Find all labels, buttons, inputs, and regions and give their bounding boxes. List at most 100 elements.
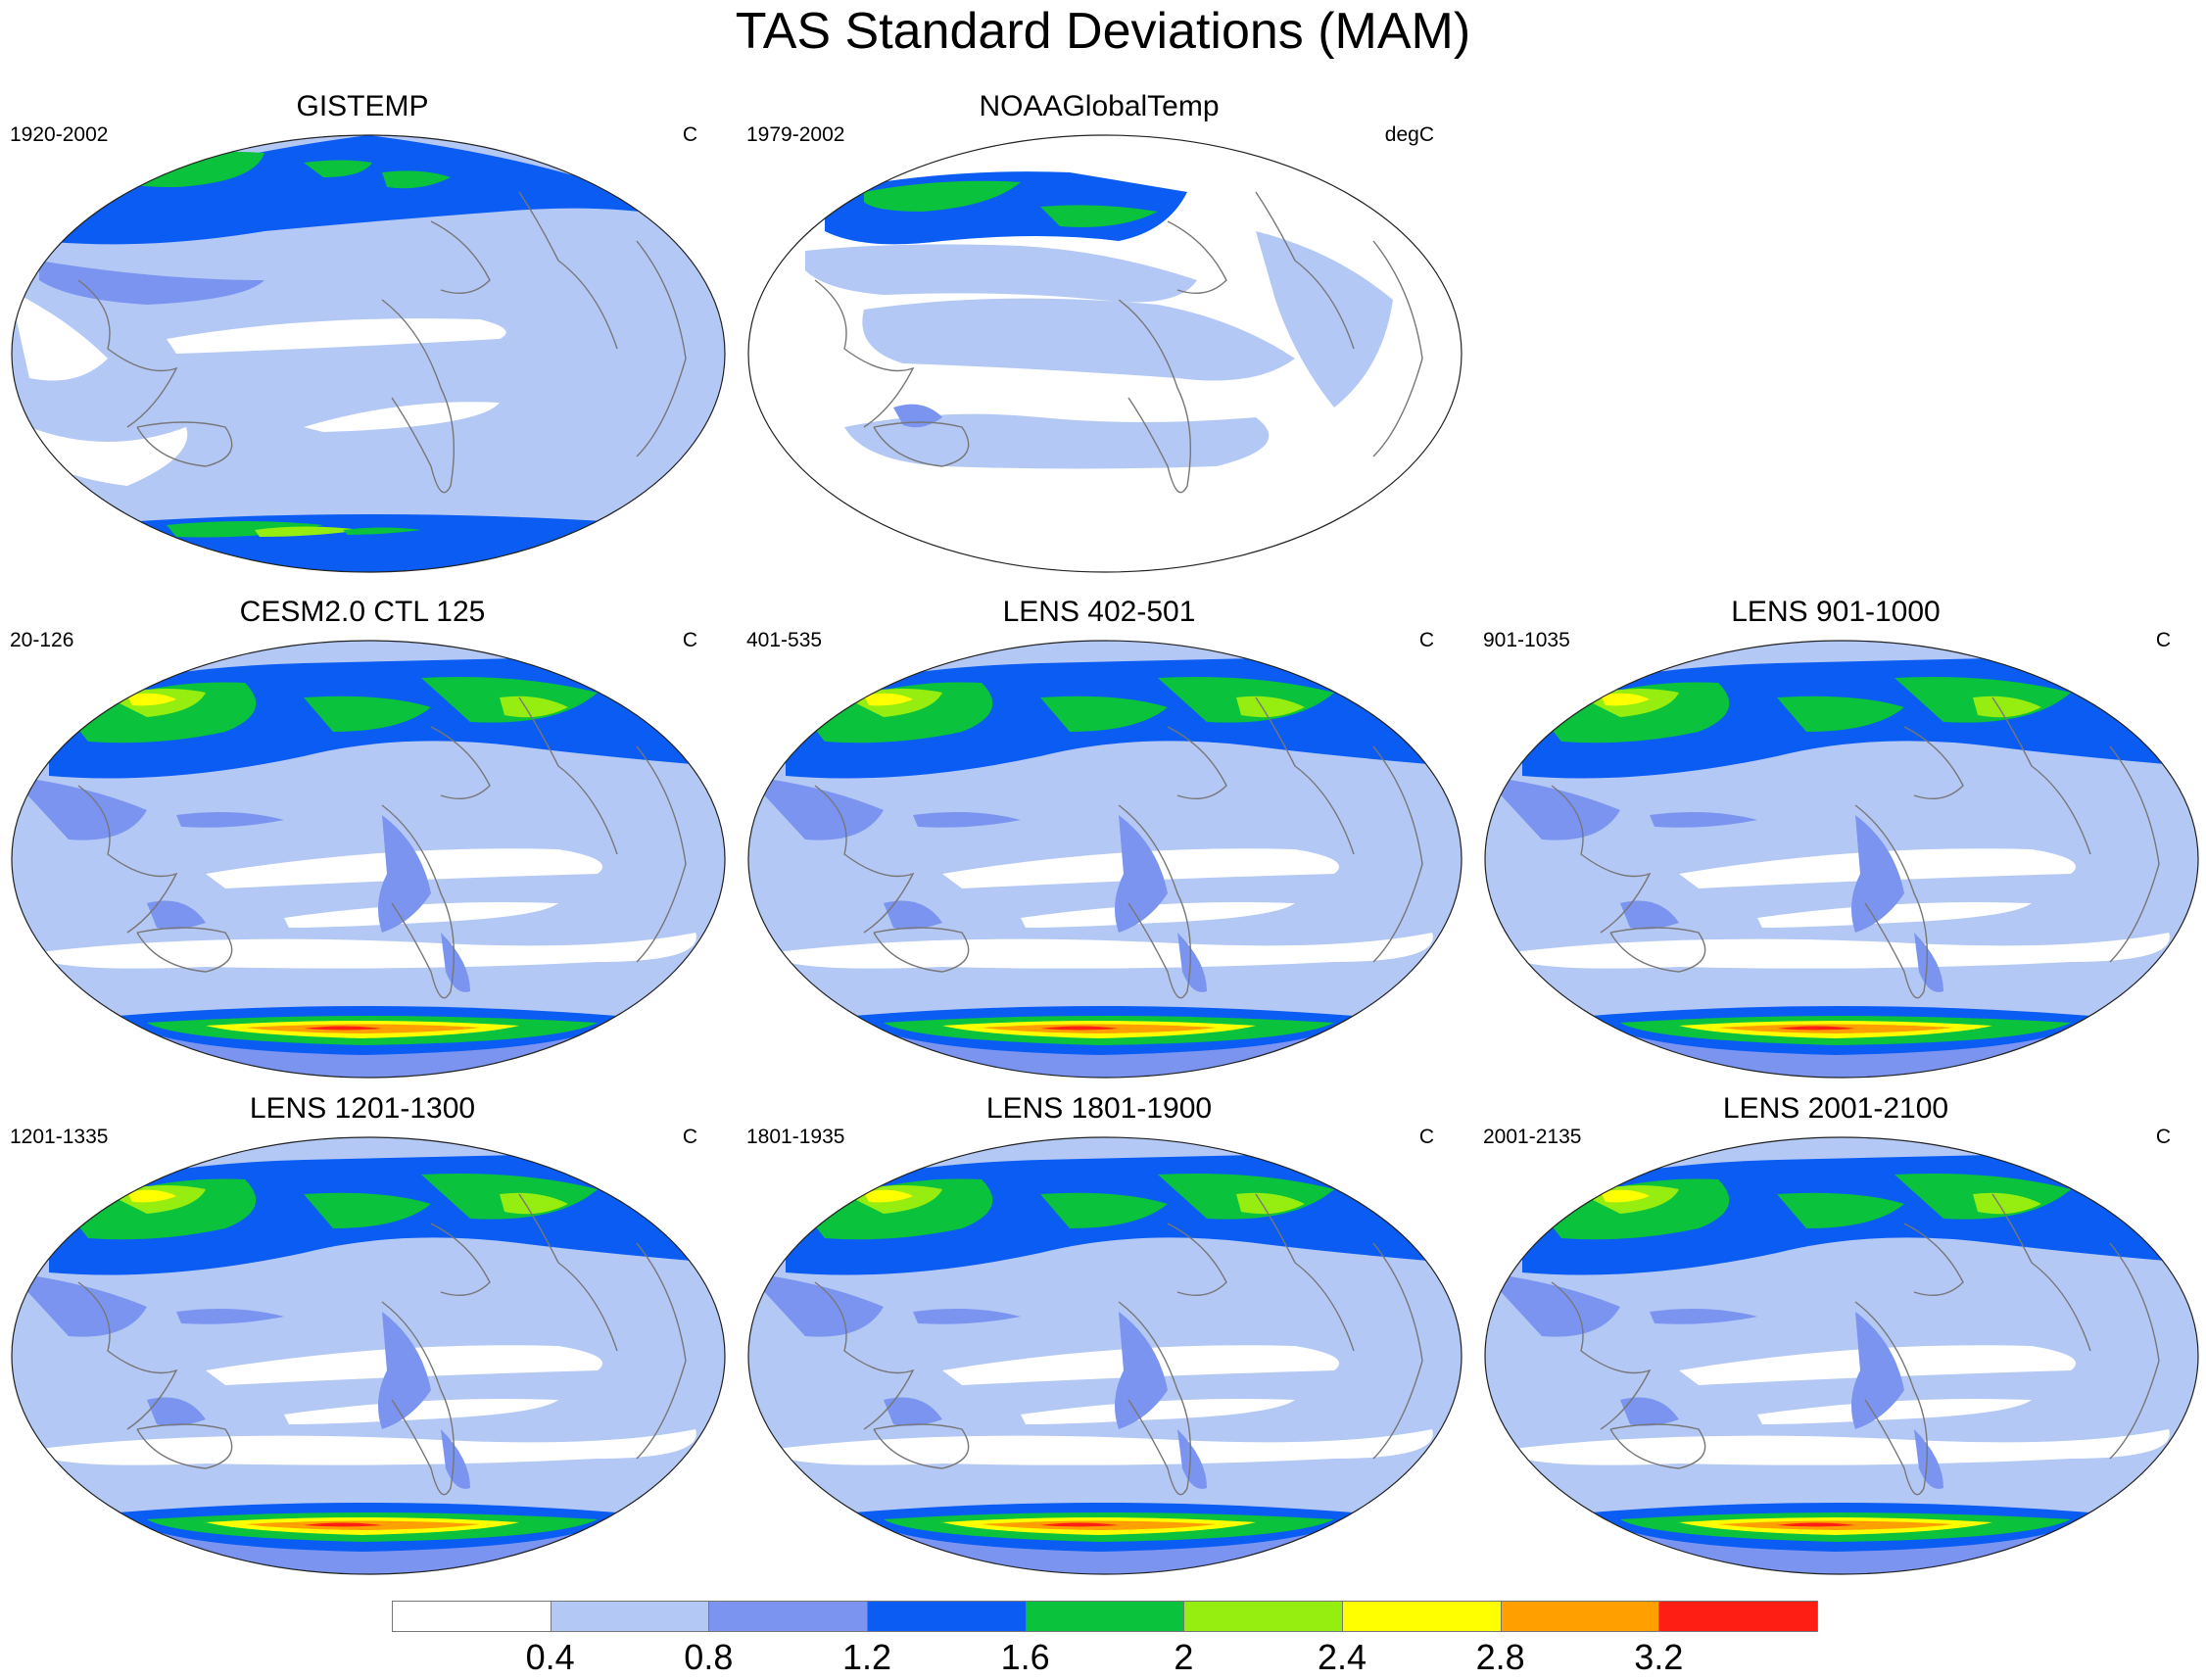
std-contour-region bbox=[284, 902, 558, 928]
std-contour-region bbox=[108, 514, 637, 572]
std-contour-region bbox=[1236, 696, 1305, 718]
panel-units: degC bbox=[1384, 123, 1434, 146]
std-contour-region bbox=[1512, 1429, 2170, 1465]
std-fields bbox=[12, 641, 725, 1078]
coastlines bbox=[1551, 696, 2160, 999]
panel-title: LENS 2001-2100 bbox=[1722, 1092, 1949, 1125]
std-contour-region bbox=[805, 244, 1197, 303]
panel-period: 20-126 bbox=[10, 629, 74, 651]
panel-units: C bbox=[1418, 629, 1434, 651]
std-contour-region bbox=[39, 135, 695, 245]
colorbar-tick-label: 1.6 bbox=[1000, 1637, 1050, 1677]
map-obs1 bbox=[11, 134, 726, 573]
map-model bbox=[1484, 1136, 2199, 1575]
std-fields bbox=[12, 135, 725, 572]
std-contour-region bbox=[1040, 205, 1158, 227]
panel-title: LENS 1201-1300 bbox=[249, 1092, 476, 1125]
std-contour-region bbox=[1914, 1429, 1943, 1489]
std-contour-region bbox=[167, 521, 323, 538]
std-contour-region bbox=[304, 696, 431, 732]
std-contour-region bbox=[127, 1189, 176, 1203]
std-contour-region bbox=[1021, 902, 1295, 928]
std-contour-region bbox=[12, 1282, 101, 1380]
std-contour-region bbox=[284, 1399, 558, 1424]
std-contour-region bbox=[147, 900, 206, 930]
colorbar-swatch bbox=[550, 1601, 710, 1632]
std-contour-region bbox=[304, 160, 372, 177]
panel-title: LENS 402-501 bbox=[1002, 596, 1196, 628]
std-contour-region bbox=[1256, 231, 1393, 408]
std-contour-region bbox=[1115, 815, 1168, 933]
std-contour-region bbox=[1236, 1192, 1305, 1215]
std-contour-region bbox=[127, 693, 176, 706]
std-contour-region bbox=[748, 776, 884, 840]
map-model bbox=[747, 1136, 1463, 1575]
coastlines bbox=[814, 696, 1423, 999]
panel-title: LENS 1801-1900 bbox=[985, 1092, 1213, 1125]
std-contour-region bbox=[1040, 1026, 1119, 1031]
std-contour-region bbox=[864, 180, 1021, 212]
std-contour-region bbox=[864, 1189, 913, 1203]
std-contour-region bbox=[378, 1312, 431, 1429]
map-panel: LENS 1801-1900 1801-1935 C bbox=[737, 1092, 1463, 1582]
std-contour-region bbox=[1177, 933, 1207, 992]
std-contour-region bbox=[12, 135, 725, 572]
std-contour-region bbox=[1620, 900, 1679, 930]
colorbar-swatch bbox=[1183, 1601, 1343, 1632]
std-contour-region bbox=[1177, 1429, 1207, 1489]
std-contour-region bbox=[304, 402, 500, 432]
std-contour-region bbox=[862, 298, 1295, 381]
std-contour-region bbox=[1485, 776, 1620, 840]
map-panel: LENS 402-501 401-535 C bbox=[737, 596, 1463, 1085]
std-contour-region bbox=[748, 1282, 838, 1380]
std-fields bbox=[12, 1137, 725, 1574]
std-contour-region bbox=[1973, 1192, 2041, 1215]
std-contour-region bbox=[343, 527, 421, 535]
std-contour-region bbox=[1040, 1522, 1119, 1527]
std-contour-region bbox=[39, 1429, 696, 1465]
coastlines bbox=[77, 696, 687, 999]
std-contour-region bbox=[1914, 933, 1943, 992]
std-contour-region bbox=[255, 526, 362, 537]
std-contour-region bbox=[748, 1272, 884, 1337]
std-contour-region bbox=[12, 290, 108, 381]
std-contour-region bbox=[1512, 933, 2170, 969]
panel-period: 1920-2002 bbox=[10, 123, 109, 146]
map-model bbox=[11, 640, 726, 1079]
panel-units: C bbox=[682, 123, 697, 146]
std-contour-region bbox=[304, 1192, 431, 1228]
std-contour-region bbox=[1851, 1312, 1904, 1429]
std-fields bbox=[1485, 641, 2198, 1078]
std-contour-region bbox=[441, 1429, 470, 1489]
std-contour-region bbox=[1485, 1282, 1574, 1380]
std-contour-region bbox=[913, 1308, 1021, 1324]
map-panel: CESM2.0 CTL 125 20-126 C bbox=[0, 596, 726, 1085]
std-contour-region bbox=[382, 170, 451, 189]
std-contour-region bbox=[1650, 1308, 1757, 1324]
colorbar-tick-label: 2.8 bbox=[1475, 1637, 1525, 1677]
std-contour-region bbox=[913, 811, 1021, 828]
map-model bbox=[11, 1136, 726, 1575]
panel-units: C bbox=[2155, 1126, 2171, 1148]
std-contour-region bbox=[748, 786, 838, 884]
std-contour-region bbox=[304, 1522, 382, 1527]
std-contour-region bbox=[1021, 1399, 1295, 1424]
std-contour-region bbox=[12, 786, 101, 884]
colorbar-swatch bbox=[1500, 1601, 1660, 1632]
panel-units: C bbox=[682, 629, 697, 651]
std-contour-region bbox=[500, 1192, 568, 1215]
std-contour-region bbox=[1040, 696, 1168, 732]
std-contour-region bbox=[864, 693, 913, 706]
panel-title: GISTEMP bbox=[296, 90, 429, 122]
std-contour-region bbox=[1115, 1312, 1168, 1429]
panel-period: 1979-2002 bbox=[746, 123, 845, 146]
std-contour-region bbox=[304, 1026, 382, 1031]
std-fields bbox=[748, 641, 1462, 1078]
std-contour-region bbox=[176, 1308, 284, 1324]
std-contour-region bbox=[844, 413, 1270, 469]
std-contour-region bbox=[167, 318, 506, 354]
panel-title: CESM2.0 CTL 125 bbox=[239, 596, 486, 628]
std-contour-region bbox=[776, 933, 1433, 969]
std-contour-region bbox=[1851, 815, 1904, 933]
colorbar bbox=[392, 1601, 1818, 1634]
